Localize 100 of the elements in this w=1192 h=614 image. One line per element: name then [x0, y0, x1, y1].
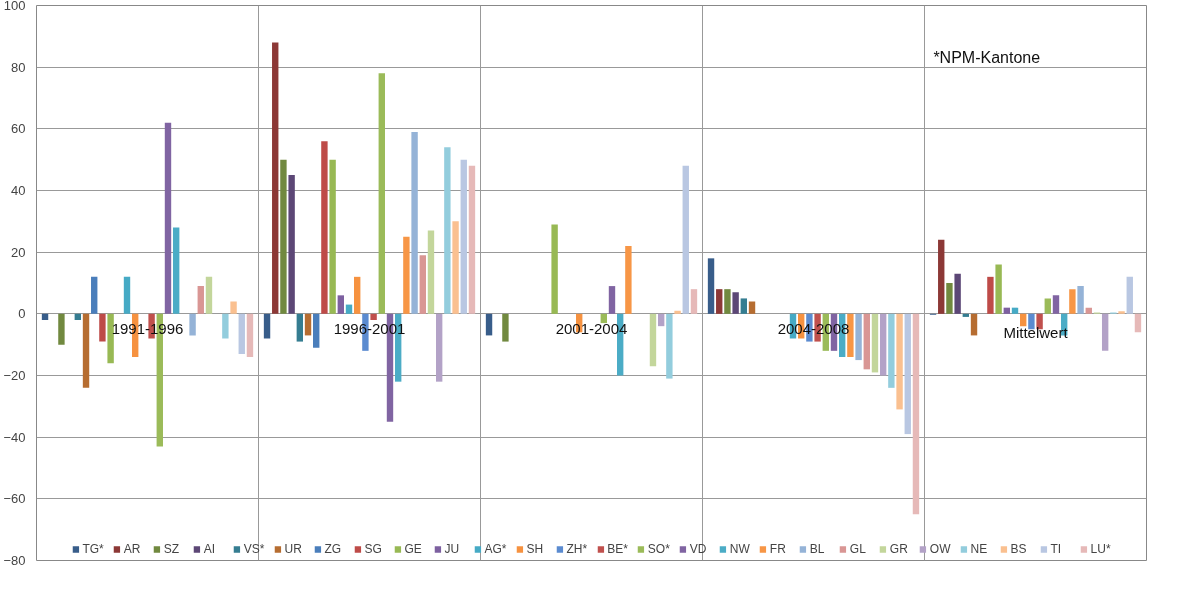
y-tick-label: 80: [11, 59, 26, 75]
bar: [1052, 295, 1060, 314]
legend-label: UR: [284, 542, 303, 556]
bar: [337, 295, 345, 314]
legend-label: JU: [444, 542, 461, 556]
annotation: *NPM-Kantone: [933, 49, 1041, 67]
legend-label: AG*: [484, 542, 507, 556]
bar: [716, 289, 723, 314]
legend-label: BE*: [607, 542, 628, 556]
legend-label: AR: [123, 542, 142, 556]
bar: [912, 313, 920, 515]
bar: [987, 276, 994, 314]
y-tick-label: −80: [3, 553, 26, 568]
bar: [707, 258, 715, 314]
bar: [189, 313, 196, 336]
bar: [904, 313, 911, 435]
y-tick-label: 0: [18, 306, 26, 322]
legend-label: SO*: [647, 542, 670, 556]
bar: [313, 313, 320, 348]
bar: [674, 310, 681, 314]
bar: [748, 301, 756, 314]
bar: [74, 313, 82, 320]
bar: [107, 313, 114, 364]
bar: [222, 313, 229, 339]
bar: [280, 159, 287, 314]
bar: [732, 292, 739, 314]
legend-label: OW: [929, 542, 951, 556]
bar: [690, 289, 698, 314]
bar: [403, 236, 410, 314]
bar: [427, 230, 435, 314]
bar: [460, 159, 467, 314]
legend-label: FR: [769, 542, 787, 556]
bar: [345, 304, 353, 314]
bar: [954, 273, 961, 314]
legend-label: LU*: [1090, 542, 1111, 556]
legend-label: GE: [404, 542, 423, 556]
bar: [197, 286, 204, 314]
bar: [411, 131, 418, 314]
legend-label: ZH*: [566, 542, 588, 556]
legend-label: AI: [203, 542, 217, 556]
bar: [230, 301, 237, 314]
bar: [946, 283, 953, 314]
bar: [1101, 313, 1109, 351]
bar: [444, 147, 451, 314]
legend-label: TI: [1050, 542, 1063, 556]
legend-label: SH: [526, 542, 545, 556]
x-tick-label: Mittelwert: [1003, 323, 1069, 341]
bar: [164, 122, 172, 314]
bar: [970, 313, 978, 336]
legend-label: ZG: [324, 542, 343, 556]
bar: [41, 313, 49, 320]
bar: [304, 313, 312, 336]
bar: [879, 313, 887, 376]
bar: [551, 224, 558, 314]
bar: [1077, 286, 1084, 314]
legend-label: GL: [849, 542, 867, 556]
bar: [99, 313, 106, 342]
legend-label: VS*: [243, 542, 265, 556]
legend-label: TG*: [82, 542, 104, 556]
bar: [666, 313, 673, 379]
bar: [452, 221, 459, 314]
bar: [468, 165, 476, 314]
bar: [608, 286, 616, 314]
bar: [888, 313, 895, 388]
legend-label: NE: [970, 542, 989, 556]
bar: [625, 246, 632, 314]
bar: [1118, 311, 1125, 314]
legend-label: NW: [729, 542, 750, 556]
bar: [855, 313, 862, 361]
bar: [288, 175, 295, 314]
legend-label: GR: [889, 542, 909, 556]
y-tick-label: −20: [3, 368, 26, 383]
bar: [123, 276, 131, 314]
bar: [847, 313, 854, 357]
legend-label: VD: [689, 542, 708, 556]
bar: [321, 141, 328, 314]
y-tick-label: −40: [3, 429, 26, 445]
bar: [871, 313, 879, 373]
y-tick-label: −60: [3, 491, 26, 507]
bar: [419, 255, 426, 314]
bar: [238, 313, 245, 354]
bar: [962, 313, 970, 317]
bar: [272, 42, 279, 314]
bar: [370, 313, 377, 320]
bar: [329, 159, 336, 314]
bar: [378, 73, 385, 314]
bar: [1134, 313, 1142, 333]
bar: [682, 165, 689, 314]
bar: [1020, 313, 1027, 327]
bar: [1044, 298, 1051, 314]
bar: [502, 313, 509, 342]
bar: [485, 313, 493, 336]
y-tick-label: 60: [11, 121, 26, 137]
bar: [82, 313, 90, 388]
legend-label: BL: [809, 542, 826, 556]
legend-label: SG: [364, 542, 383, 556]
bar: [657, 313, 665, 327]
bar: [1126, 276, 1133, 314]
bar: [863, 313, 870, 370]
bar: [205, 276, 213, 314]
